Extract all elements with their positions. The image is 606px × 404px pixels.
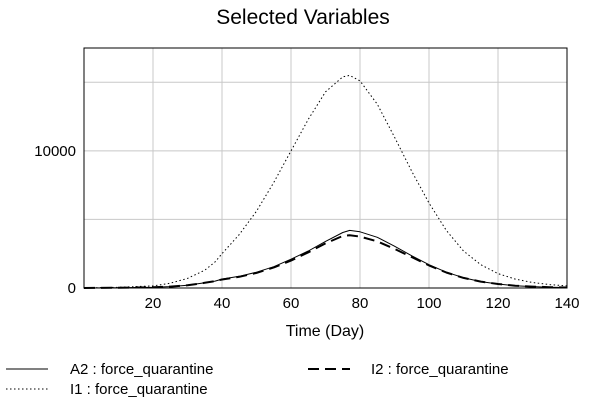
series-line-a2 <box>83 229 568 289</box>
x-tick-label: 60 <box>283 295 300 312</box>
grid <box>84 48 568 289</box>
x-tick-label: 40 <box>214 295 231 312</box>
x-tick-label: 120 <box>485 295 510 312</box>
legend-entry-i1: I1 : force_quarantine <box>6 381 208 398</box>
x-axis-label: Time (Day) <box>286 323 365 340</box>
y-axis-ticks: 0 10000 <box>34 143 76 297</box>
series-line-i2 <box>83 234 568 289</box>
x-tick-label: 20 <box>145 295 162 312</box>
legend: A2 : force_quarantine I2 : force_quarant… <box>6 361 509 398</box>
legend-entry-i2: I2 : force_quarantine <box>308 361 509 378</box>
chart-title: Selected Variables <box>216 6 390 29</box>
legend-label-a2: A2 : force_quarantine <box>70 361 213 378</box>
x-tick-label: 100 <box>416 295 441 312</box>
y-tick-label: 10000 <box>34 143 76 160</box>
legend-label-i2: I2 : force_quarantine <box>371 361 509 378</box>
series-layer <box>83 74 568 289</box>
legend-label-i1: I1 : force_quarantine <box>70 381 208 398</box>
x-axis-ticks: 20 40 60 80 100 120 140 <box>145 295 580 312</box>
plot-frame <box>83 47 568 289</box>
y-tick-label: 0 <box>68 280 76 297</box>
x-tick-label: 80 <box>352 295 369 312</box>
x-tick-label: 140 <box>554 295 579 312</box>
legend-entry-a2: A2 : force_quarantine <box>6 361 213 378</box>
series-line-i1 <box>83 74 568 289</box>
